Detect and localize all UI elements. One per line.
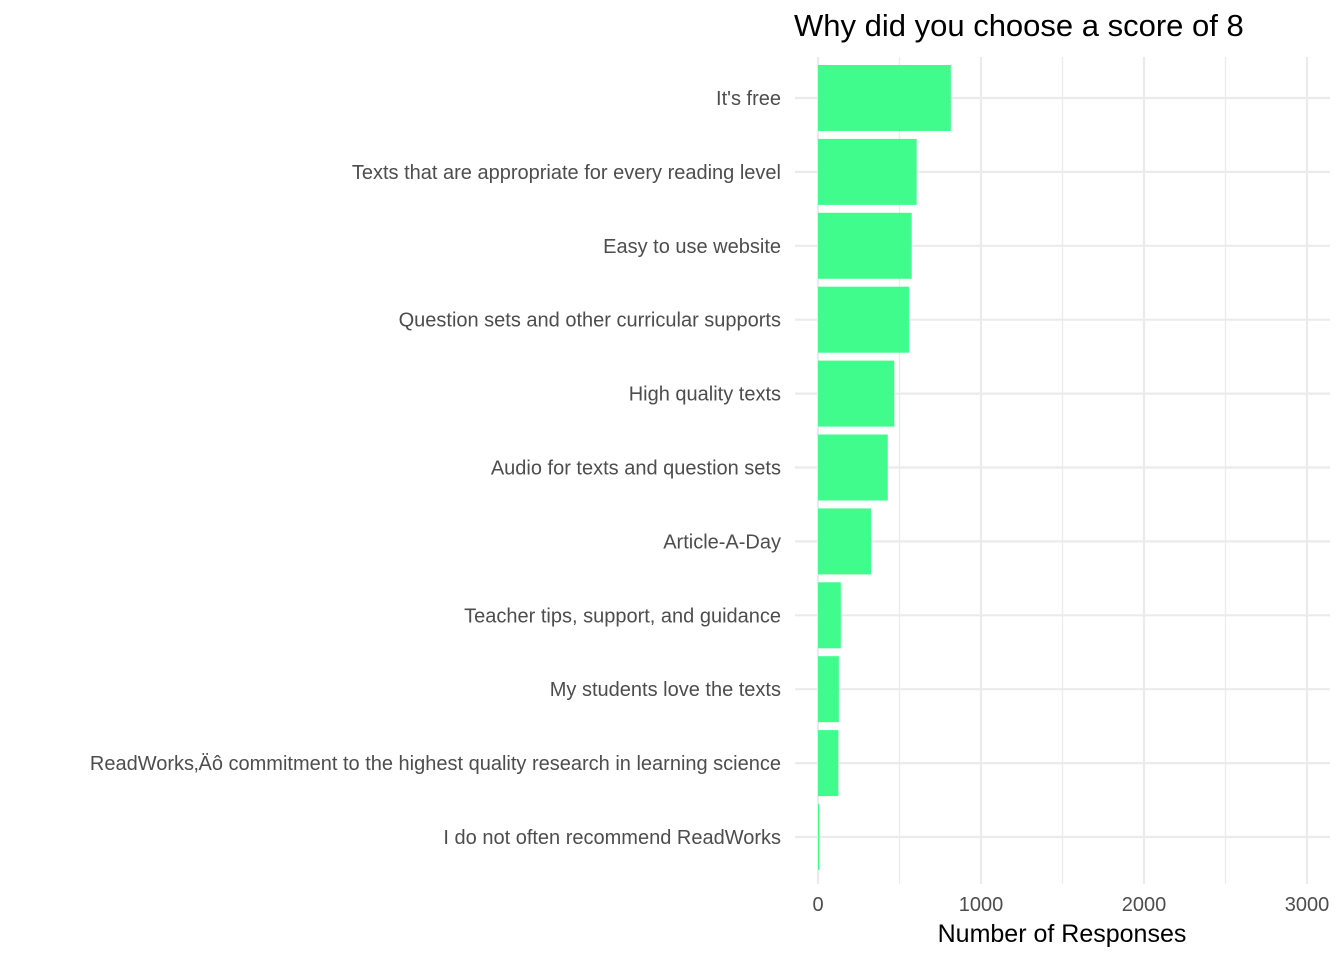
category-labels: It's free Texts that are appropriate for … [90, 88, 781, 849]
bar [818, 65, 951, 131]
bar [818, 656, 839, 723]
x-tick-label: 1000 [959, 894, 1004, 916]
x-axis-title: Number of Responses [938, 920, 1187, 948]
category-label: Easy to use website [603, 236, 781, 258]
x-tick-labels: 0 1000 2000 3000 [812, 894, 1329, 916]
chart-title: Why did you choose a score of 8 [794, 8, 1244, 43]
category-label: ReadWorks‚Äô commitment to the highest q… [90, 753, 781, 775]
bar [818, 286, 909, 353]
category-label: High quality texts [629, 384, 781, 406]
x-tick-label: 3000 [1285, 894, 1330, 916]
bar [818, 508, 871, 575]
bar [818, 582, 841, 649]
category-label: Texts that are appropriate for every rea… [352, 162, 781, 184]
category-label: Teacher tips, support, and guidance [464, 605, 781, 627]
x-tick-label: 2000 [1122, 894, 1167, 916]
category-label: I do not often recommend ReadWorks [443, 827, 781, 849]
bars-layer [818, 65, 951, 870]
category-label: Question sets and other curricular suppo… [399, 310, 781, 332]
bar [818, 138, 917, 205]
bar [818, 804, 820, 870]
x-tick-label: 0 [812, 894, 823, 916]
bar [818, 212, 912, 279]
category-label: Article-A-Day [663, 531, 781, 553]
bar [818, 434, 888, 501]
category-label: My students love the texts [550, 679, 781, 701]
category-label: It's free [716, 88, 781, 110]
category-label: Audio for texts and question sets [491, 458, 781, 480]
bar [818, 360, 895, 427]
bar [818, 730, 839, 797]
